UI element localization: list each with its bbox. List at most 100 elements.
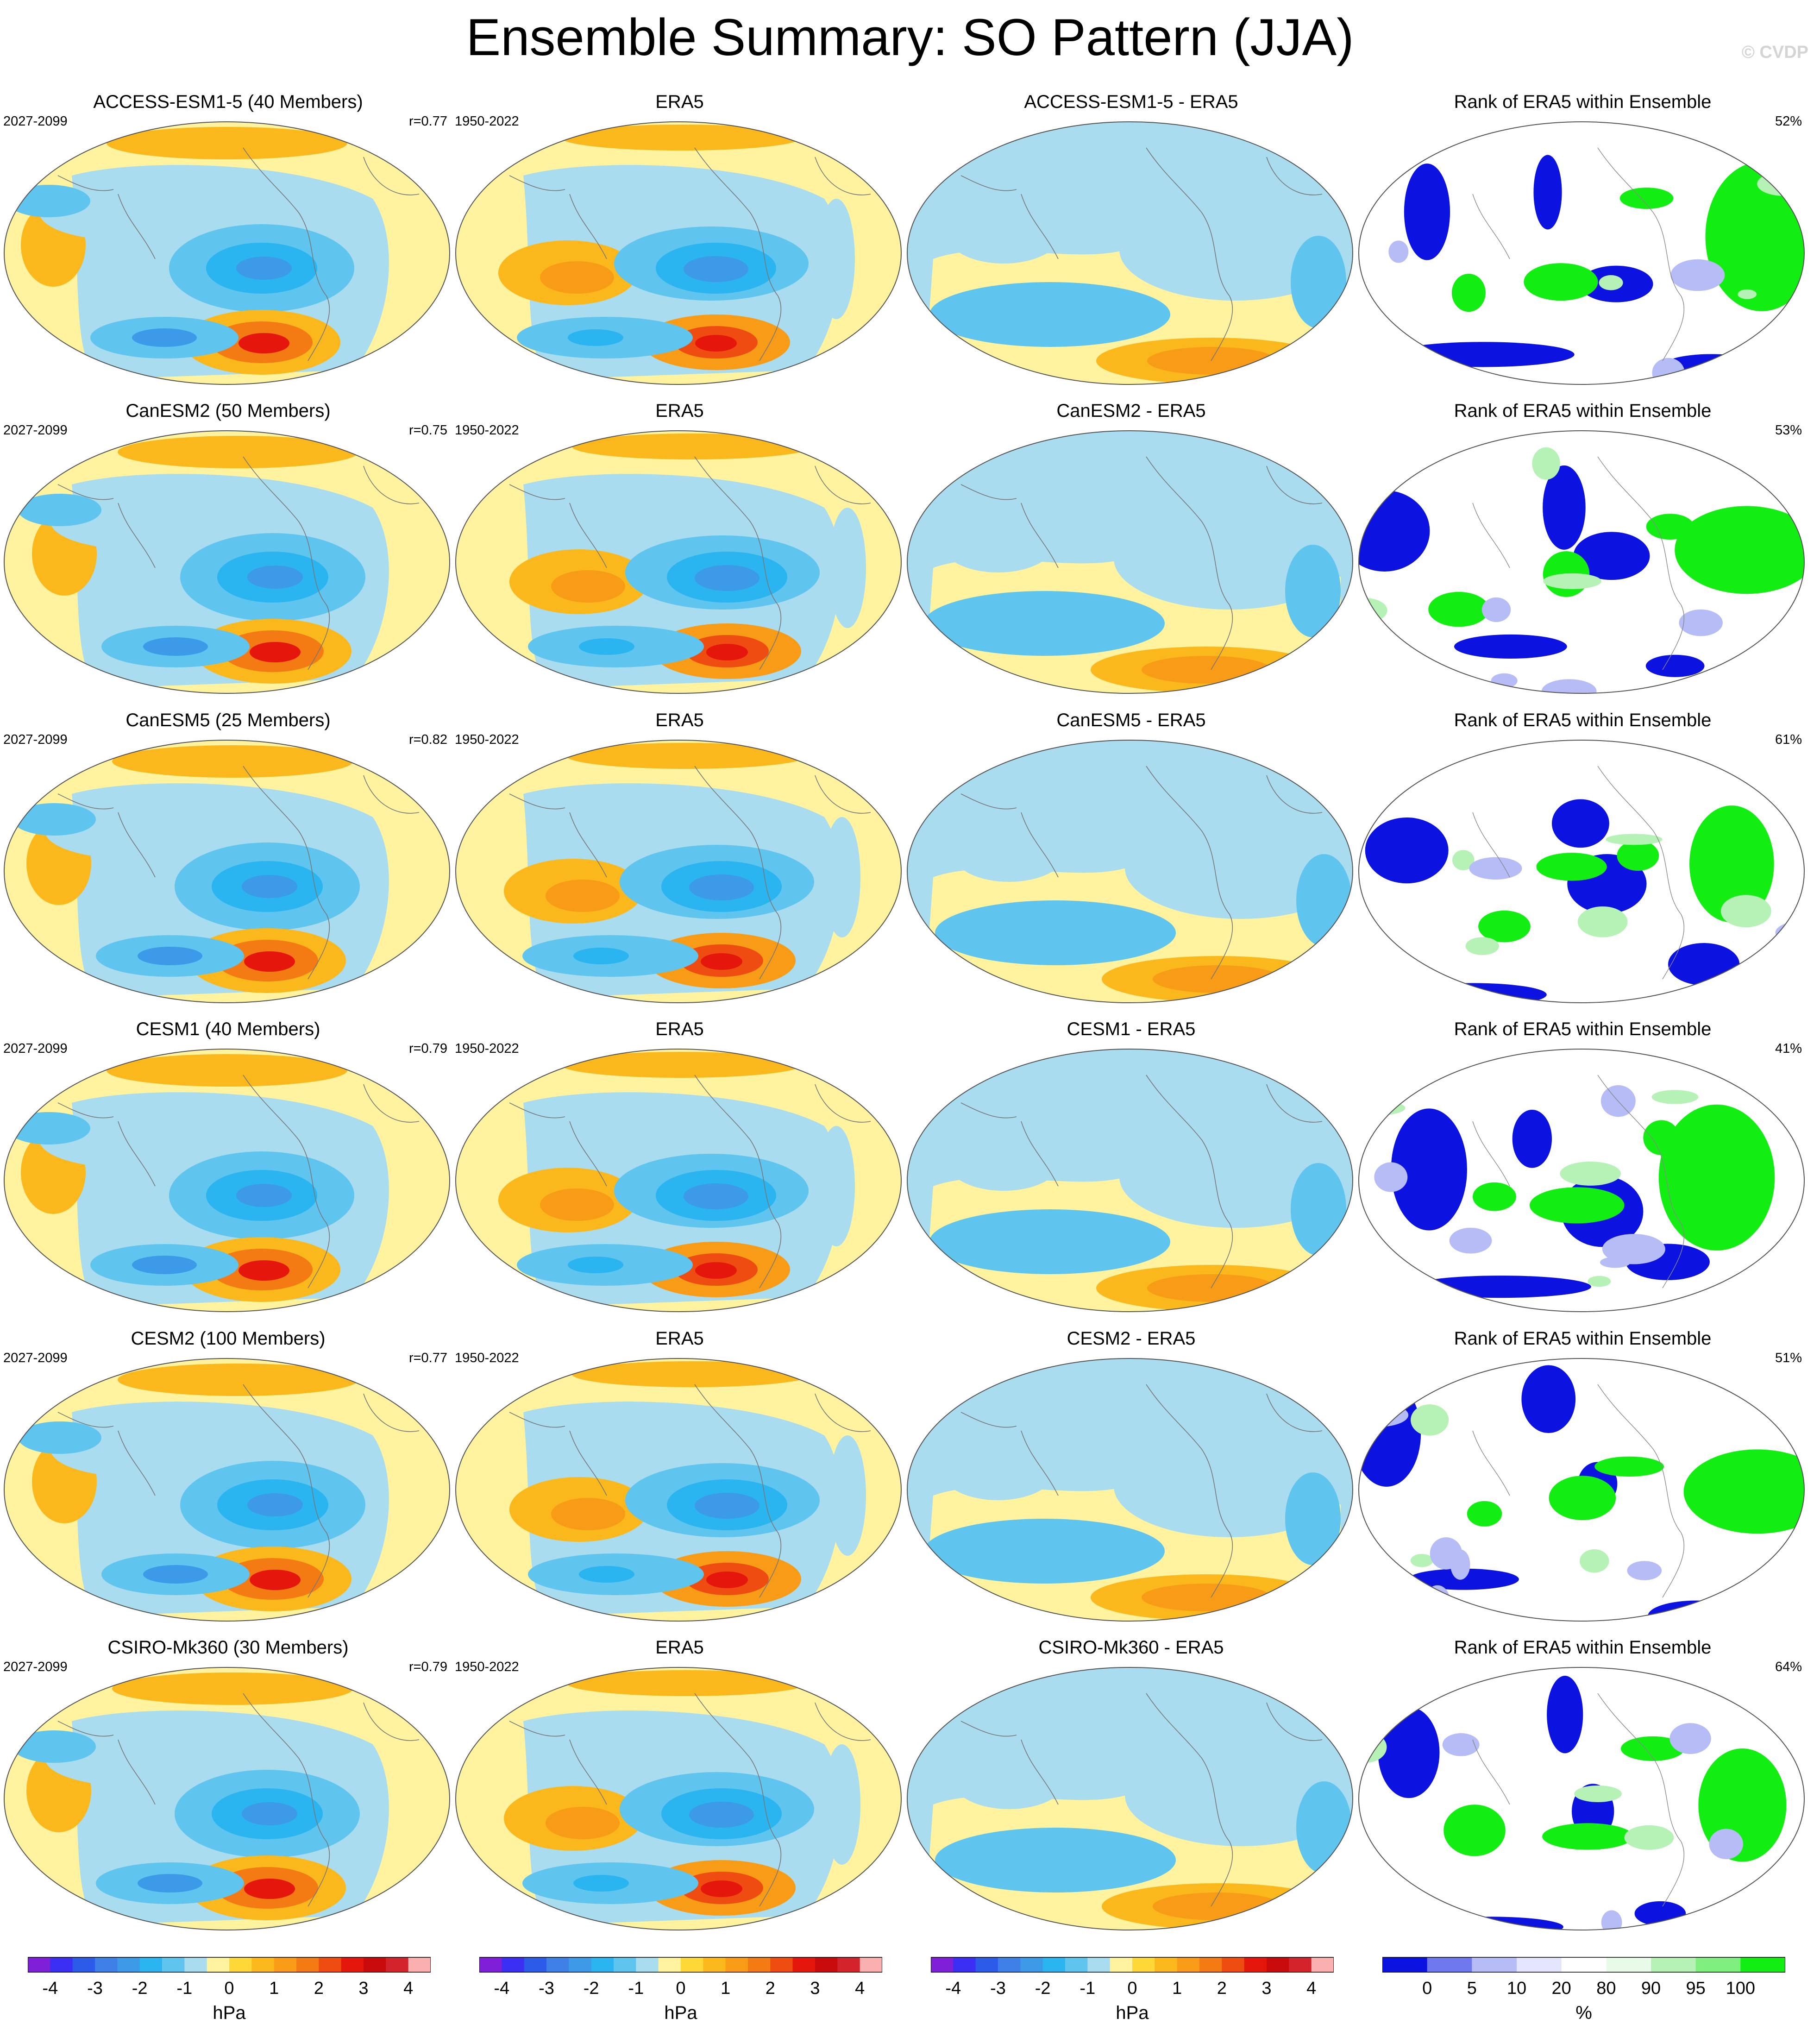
colorbar-swatch xyxy=(28,1957,50,1972)
map-outline xyxy=(1358,1049,1805,1312)
anomaly-contour xyxy=(1291,1163,1346,1256)
rank-low-region xyxy=(1408,1568,1519,1590)
coastline xyxy=(1472,147,1685,361)
map-outline xyxy=(4,430,450,694)
rank-low-region xyxy=(1645,654,1705,677)
panel-title: CESM1 - ERA5 xyxy=(1067,1019,1196,1039)
anomaly-contour xyxy=(924,591,1165,656)
anomaly-contour xyxy=(954,1754,1065,1809)
panel-title: CESM1 (40 Members) xyxy=(136,1019,320,1039)
map-panel-model: ACCESS-ESM1-5 (40 Members) 2027-2099 r=0.7… xyxy=(2,90,454,387)
anomaly-contour xyxy=(1296,854,1352,947)
panel-title: CanESM5 (25 Members) xyxy=(126,710,331,730)
world-map-icon xyxy=(907,1049,1353,1312)
colorbar-swatch xyxy=(1740,1957,1785,1972)
rank-mid-region xyxy=(1541,679,1597,693)
rank-mid-region xyxy=(1686,1603,1746,1621)
rank-low-region xyxy=(1551,799,1609,848)
rank-mid-region xyxy=(1738,289,1757,299)
anomaly-contour xyxy=(1142,656,1271,684)
map-panel-obs: ERA5 1950-2022 xyxy=(454,1636,905,1932)
anomaly-contour xyxy=(695,1493,759,1519)
anomaly-contour xyxy=(701,1880,742,1897)
colorbar-swatch xyxy=(296,1957,319,1972)
panel-title: ERA5 xyxy=(655,1637,704,1658)
anomaly-contour xyxy=(561,1052,802,1078)
map-panel-model: CSIRO-Mk360 (30 Members) 2027-2099 r=0.79 xyxy=(2,1636,454,1932)
anomaly-contour xyxy=(706,1572,748,1588)
anomaly-contour xyxy=(573,948,629,964)
colorbar-swatch xyxy=(681,1957,703,1972)
colorbar-swatch xyxy=(975,1957,998,1972)
map-outline xyxy=(907,430,1353,694)
anomaly-contour xyxy=(1296,1781,1352,1874)
map-panel-obs: ERA5 1950-2022 xyxy=(454,1327,905,1623)
map-outline xyxy=(1358,1358,1805,1622)
coastline xyxy=(509,147,871,361)
coastline xyxy=(509,1384,871,1598)
rank-mid-region xyxy=(1652,358,1685,384)
rank-high-region xyxy=(1594,1456,1664,1477)
panel-period: 2027-2099 xyxy=(3,1351,68,1365)
anomaly-contour xyxy=(942,517,1054,572)
coastline xyxy=(509,456,871,670)
colorbar-tick-label: -2 xyxy=(132,1979,148,1998)
rank-low-region xyxy=(1533,155,1562,230)
rank-high-region xyxy=(1643,1120,1680,1156)
rank-low-region xyxy=(1521,1365,1576,1433)
panel-title: CanESM2 - ERA5 xyxy=(1056,401,1206,421)
anomaly-contour xyxy=(540,1188,614,1221)
colorbar-swatch xyxy=(725,1957,748,1972)
rank-mid-region xyxy=(1670,259,1725,291)
colorbar-swatch xyxy=(1132,1957,1155,1972)
colorbar-swatch xyxy=(251,1957,275,1972)
panel-title: ERA5 xyxy=(655,92,704,112)
rank-high-region xyxy=(1658,1104,1775,1251)
anomaly-contour xyxy=(935,900,1176,965)
colorbar-swatch xyxy=(364,1957,386,1972)
rank-mid-region xyxy=(1363,457,1401,481)
map-panel-diff: CSIRO-Mk360 - ERA5 xyxy=(905,1636,1357,1932)
anomaly-contour xyxy=(7,1112,90,1144)
colorbar-swatch xyxy=(1177,1957,1200,1972)
panel-period: 2027-2099 xyxy=(3,114,68,129)
coastline xyxy=(960,456,1323,670)
colorbar-swatch xyxy=(1695,1957,1741,1972)
colorbar-swatch xyxy=(770,1957,793,1972)
colorbar-swatches xyxy=(28,1957,431,1973)
anomaly-contour xyxy=(948,208,1059,264)
rank-low-region xyxy=(1573,532,1650,580)
rank-mid-region xyxy=(1600,1257,1631,1268)
rank-mid-region xyxy=(1411,1404,1449,1436)
map-outline xyxy=(907,740,1353,1003)
panel-title: ERA5 xyxy=(655,1328,704,1349)
panel-title: ACCESS-ESM1-5 - ERA5 xyxy=(1024,92,1238,112)
anomaly-contour xyxy=(132,328,197,347)
anomaly-contour xyxy=(929,1209,1170,1274)
anomaly-contour xyxy=(1285,545,1341,637)
world-map-icon xyxy=(1358,1667,1805,1930)
colorbar-tick-label: 2 xyxy=(765,1979,775,1998)
anomaly-contour xyxy=(546,880,620,912)
hpa-colorbar: -4 -3 -2 -1 0 1 2 3 4 hPa xyxy=(931,1955,1334,2025)
colorbar-swatch xyxy=(860,1957,882,1972)
colorbar-swatch xyxy=(703,1957,726,1972)
colorbar-swatch xyxy=(1427,1957,1472,1972)
panel-rank-percent: 64% xyxy=(1775,1660,1802,1674)
anomaly-contour xyxy=(107,1054,347,1087)
colorbar-swatch xyxy=(207,1957,230,1972)
colorbar-swatch xyxy=(953,1957,976,1972)
colorbar-swatch xyxy=(1606,1957,1651,1972)
anomaly-contour xyxy=(107,127,347,159)
panel-title: CSIRO-Mk360 - ERA5 xyxy=(1038,1637,1224,1658)
rank-high-region xyxy=(1646,514,1694,540)
world-map-icon xyxy=(4,1358,450,1622)
coastline xyxy=(960,1075,1323,1289)
colorbar-swatch xyxy=(546,1957,569,1972)
panel-period: 1950-2022 xyxy=(455,732,519,747)
panel-title: Rank of ERA5 within Ensemble xyxy=(1454,1328,1712,1349)
rank-high-region xyxy=(1617,840,1659,871)
colorbar-swatch xyxy=(1561,1957,1607,1972)
anomaly-contour xyxy=(250,642,301,662)
colorbar-swatch xyxy=(1289,1957,1312,1972)
